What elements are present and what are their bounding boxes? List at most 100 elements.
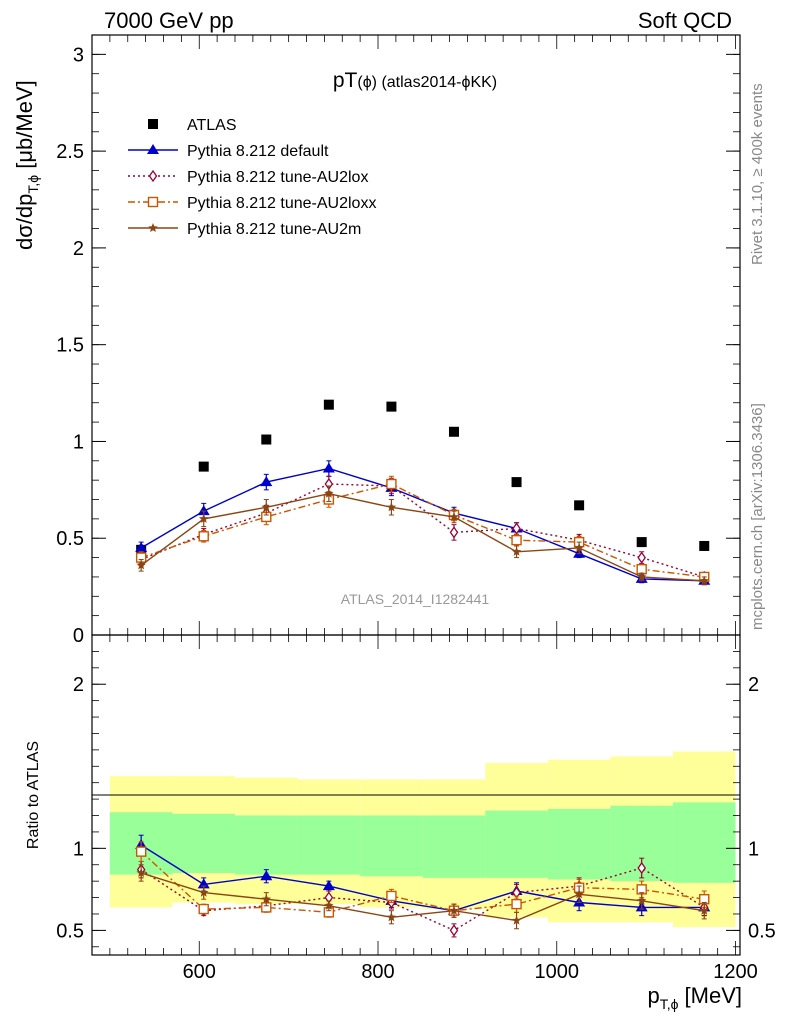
ratio-data-point (511, 915, 522, 925)
main-series-2 (136, 475, 709, 584)
main-series-line-4 (140, 492, 705, 582)
ratio-data-point (136, 867, 146, 877)
band-green-segment (297, 815, 361, 875)
main-data-point (511, 534, 522, 546)
legend-entry-1: Pythia 8.212 default (128, 143, 329, 160)
x-tick-label: 1200 (713, 961, 758, 983)
x-axis-label-unit: [MeV] (678, 983, 742, 1008)
ratio-data-point (699, 905, 709, 915)
ratio-data-point (386, 890, 397, 902)
main-data-point (135, 541, 148, 552)
ratio-series-3 (136, 864, 709, 930)
ratio-data-point (386, 912, 397, 922)
ratio-data-point (637, 861, 646, 875)
main-data-point (198, 461, 209, 472)
main-data-point (699, 540, 710, 551)
main-data-point (197, 505, 210, 516)
legend-marker (148, 223, 158, 232)
main-data-point (386, 478, 397, 490)
ratio-data-point (197, 878, 210, 889)
main-data-point (324, 488, 334, 498)
ratio-y-tick-label-right: 0.5 (748, 920, 776, 942)
ratio-data-layer (135, 834, 711, 938)
main-y-label-sub: T,ϕ (25, 175, 41, 194)
main-data-point (198, 531, 209, 542)
watermark: ATLAS_2014_I1282441 (341, 591, 490, 607)
mcplots-label: mcplots.cern.ch [arXiv:1306.3436] (749, 403, 766, 630)
ratio-data-point (449, 905, 459, 915)
main-data-point (261, 434, 272, 445)
ratio-y-tick-label-right: 1 (748, 838, 759, 860)
main-y-tick-label: 0.5 (56, 528, 84, 550)
ratio-y-tick-label: 0.5 (56, 920, 84, 942)
legend-entry-0: ATLAS (148, 117, 237, 134)
legend-label: Pythia 8.212 tune-AU2m (187, 221, 361, 238)
legend-label: ATLAS (187, 117, 237, 134)
main-series-line-2 (140, 483, 705, 578)
main-data-point (448, 426, 459, 437)
main-y-label-unit: [μb/MeV] (12, 80, 37, 175)
band-green-segment (235, 815, 298, 875)
ratio-data-point (636, 895, 647, 905)
main-data-point (449, 526, 459, 539)
main-y-label: dσ/dpT,ϕ [μb/MeV] (12, 80, 41, 250)
main-title: pT(ϕ) (atlas2014-ϕKK) (333, 69, 497, 92)
main-y-tick-label: 2.5 (56, 141, 84, 163)
main-data-point (574, 500, 585, 511)
main-y-tick-label: 3 (73, 44, 84, 66)
ratio-y-tick-label-right: 2 (748, 674, 759, 696)
x-tick-label: 800 (361, 961, 394, 983)
main-series-line-3 (140, 483, 705, 578)
header-energy: 7000 GeV pp (104, 8, 234, 33)
ratio-data-point (260, 870, 273, 881)
main-title-main: pT (333, 69, 358, 92)
main-axes: 0 0.5 1 1.5 2 2.5 3 (56, 34, 740, 647)
ratio-series-line-3 (140, 872, 705, 922)
band-green-segment (422, 815, 486, 878)
legend-entry-2: Pythia 8.212 tune-AU2lox (128, 169, 368, 186)
main-data-point (637, 551, 646, 564)
band-green-segment (360, 815, 423, 877)
main-data-point (511, 546, 522, 556)
ratio-data-point (574, 889, 584, 899)
x-axis-label-sub: T,ϕ (660, 996, 679, 1012)
main-data-point (261, 502, 271, 512)
ratio-frame (91, 634, 741, 956)
main-data-point (323, 399, 334, 410)
main-series-4 (136, 485, 709, 586)
x-axis-label: pT,ϕ [MeV] (647, 983, 742, 1012)
band-green-segment (485, 810, 548, 878)
main-data-point (260, 476, 273, 487)
legend-marker (148, 169, 158, 183)
legend-label: Pythia 8.212 tune-AU2loxx (187, 195, 376, 212)
ratio-data-point (198, 903, 209, 915)
ratio-data-point (324, 900, 334, 910)
main-y-tick-label: 1 (73, 431, 84, 453)
legend-label: Pythia 8.212 tune-AU2lox (187, 169, 368, 186)
legend-marker (147, 144, 159, 154)
x-tick-label: 1000 (535, 961, 580, 983)
ratio-data-point (322, 880, 335, 891)
main-title-sub: (ϕ) (atlas2014-ϕKK) (357, 74, 497, 91)
main-data-point (636, 537, 647, 548)
header-category: Soft QCD (638, 8, 732, 33)
main-data-point (386, 502, 397, 512)
band-green-segment (172, 813, 236, 873)
main-data-point (199, 513, 209, 523)
ratio-y-tick-label: 2 (73, 674, 84, 696)
main-series-line-1 (140, 467, 705, 582)
legend-entry-4: Pythia 8.212 tune-AU2m (128, 221, 361, 238)
legend: ATLAS Pythia 8.212 default Pythia 8.212 tu… (128, 117, 376, 238)
legend-label: Pythia 8.212 default (187, 143, 329, 160)
main-series-0 (136, 399, 710, 555)
legend-marker (147, 196, 159, 208)
band-green-segment (547, 808, 611, 880)
main-data-point (386, 401, 397, 412)
rivet-label: Rivet 3.1.10, ≥ 400k events (749, 83, 766, 265)
legend-entry-3: Pythia 8.212 tune-AU2loxx (128, 195, 376, 212)
main-panel: 0 0.5 1 1.5 2 2.5 3 pT(ϕ) (atlas2014-ϕKK) ATLA… (12, 34, 741, 647)
main-y-tick-label: 2 (73, 238, 84, 260)
main-data-point (449, 511, 459, 521)
x-tick-label: 600 (183, 961, 216, 983)
